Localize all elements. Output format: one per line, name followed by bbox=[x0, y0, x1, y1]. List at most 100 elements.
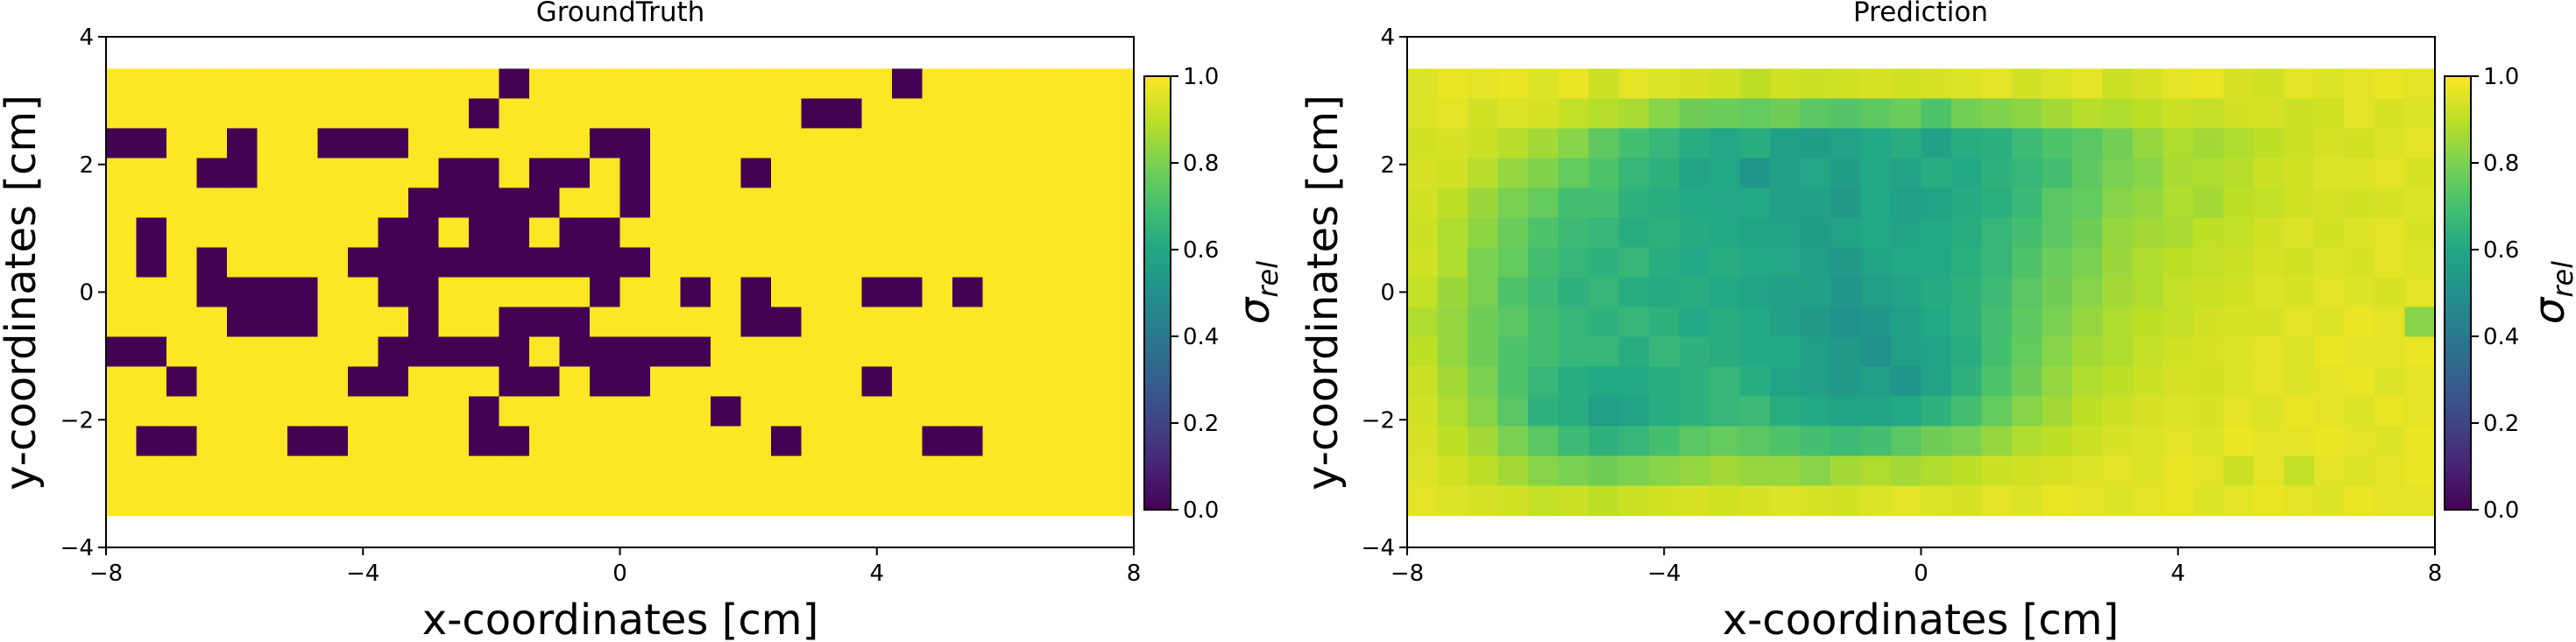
heatmap-cell bbox=[2254, 68, 2285, 100]
heatmap-cell bbox=[2283, 128, 2315, 159]
y-tick-label: −4 bbox=[1362, 535, 1395, 561]
heatmap-cell bbox=[861, 158, 893, 189]
heatmap-cell bbox=[1921, 396, 1952, 427]
x-tick-label: 8 bbox=[2428, 561, 2443, 587]
heatmap-cell bbox=[892, 128, 924, 159]
heatmap-cell bbox=[1437, 426, 1468, 457]
heatmap-cell bbox=[650, 247, 682, 279]
heatmap-cell bbox=[2102, 217, 2134, 249]
heatmap-cell bbox=[106, 128, 138, 159]
heatmap-cell bbox=[952, 366, 984, 398]
heatmap-cell bbox=[2162, 158, 2194, 189]
heatmap-cell bbox=[2193, 247, 2225, 279]
heatmap-cell bbox=[2314, 396, 2346, 427]
heatmap-cell bbox=[2042, 307, 2073, 338]
heatmap-cell bbox=[438, 426, 470, 457]
heatmap-cell bbox=[499, 277, 530, 308]
heatmap-cell bbox=[166, 128, 198, 159]
heatmap-cell bbox=[196, 247, 228, 279]
heatmap-cell bbox=[408, 247, 440, 279]
heatmap-cell bbox=[2283, 187, 2315, 219]
heatmap-cell bbox=[2102, 277, 2134, 308]
heatmap-cell bbox=[590, 485, 621, 517]
heatmap-cell bbox=[227, 426, 258, 457]
heatmap-cell bbox=[529, 455, 561, 487]
heatmap-cell bbox=[1013, 396, 1044, 427]
heatmap-cell bbox=[650, 68, 682, 100]
heatmap-cell bbox=[1981, 247, 2013, 279]
heatmap-cell bbox=[529, 336, 561, 368]
heatmap-cell bbox=[2162, 98, 2194, 130]
heatmap-cell bbox=[1468, 68, 1499, 100]
heatmap-cell bbox=[1860, 485, 1892, 517]
heatmap-cell bbox=[711, 485, 742, 517]
heatmap-cell bbox=[2072, 336, 2104, 368]
heatmap-cell bbox=[861, 336, 893, 368]
heatmap-cell bbox=[1497, 485, 1529, 517]
heatmap-cell bbox=[1589, 455, 1620, 487]
heatmap-cell bbox=[1709, 485, 1741, 517]
heatmap-cell bbox=[469, 336, 500, 368]
heatmap-cell bbox=[1679, 455, 1710, 487]
heatmap-cell bbox=[619, 396, 651, 427]
heatmap-cell bbox=[348, 187, 379, 219]
heatmap-cell bbox=[1981, 128, 2013, 159]
heatmap-cell bbox=[136, 187, 167, 219]
heatmap-cell bbox=[2012, 366, 2043, 398]
heatmap-cell bbox=[1437, 366, 1468, 398]
heatmap-cell bbox=[1770, 455, 1801, 487]
heatmap-cell bbox=[1891, 426, 1922, 457]
heatmap-cell bbox=[1891, 128, 1922, 159]
heatmap-cell bbox=[1739, 187, 1771, 219]
heatmap-cell bbox=[1951, 485, 1983, 517]
heatmap-cell bbox=[1589, 68, 1620, 100]
heatmap-cell bbox=[1830, 366, 1862, 398]
heatmap-cell bbox=[1407, 247, 1439, 279]
heatmap-cell bbox=[1860, 336, 1892, 368]
heatmap-cell bbox=[2404, 187, 2436, 219]
heatmap-cell bbox=[438, 247, 470, 279]
heatmap-cell bbox=[227, 277, 258, 308]
heatmap-cell bbox=[1043, 128, 1074, 159]
heatmap-cell bbox=[801, 307, 832, 338]
heatmap-cell bbox=[2344, 307, 2375, 338]
heatmap-cell bbox=[408, 187, 440, 219]
heatmap-cell bbox=[257, 485, 288, 517]
heatmap-cell bbox=[650, 366, 682, 398]
heatmap-cell bbox=[1437, 396, 1468, 427]
heatmap-cell bbox=[2012, 455, 2043, 487]
heatmap-cell bbox=[2254, 366, 2285, 398]
heatmap-cell bbox=[711, 455, 742, 487]
heatmap-cell bbox=[348, 217, 379, 249]
heatmap-cell bbox=[1951, 426, 1983, 457]
heatmap-cell bbox=[2404, 426, 2436, 457]
heatmap-cell bbox=[619, 307, 651, 338]
heatmap-cell bbox=[438, 98, 470, 130]
heatmap-cell bbox=[2314, 128, 2346, 159]
heatmap-cell bbox=[711, 217, 742, 249]
heatmap-cell bbox=[2193, 98, 2225, 130]
heatmap-cell bbox=[1921, 247, 1952, 279]
heatmap-cell bbox=[378, 217, 409, 249]
heatmap-cell bbox=[2012, 277, 2043, 308]
colorbar-ticks: 1.0 0.8 0.6 0.4 0.2 0.0 bbox=[1171, 64, 1219, 524]
heatmap-cell bbox=[2223, 277, 2254, 308]
heatmap-cell bbox=[499, 128, 530, 159]
heatmap-cell bbox=[1679, 187, 1710, 219]
heatmap-cell bbox=[1013, 187, 1044, 219]
heatmap-cell bbox=[740, 68, 772, 100]
heatmap-cell bbox=[590, 217, 621, 249]
heatmap-cell bbox=[408, 128, 440, 159]
heatmap-cell bbox=[2042, 277, 2073, 308]
heatmap-cell bbox=[892, 366, 924, 398]
heatmap-cell bbox=[1981, 68, 2013, 100]
heatmap-cell bbox=[317, 187, 349, 219]
heatmap-cell bbox=[287, 247, 319, 279]
heatmap-cell bbox=[1437, 485, 1468, 517]
heatmap-cell bbox=[408, 336, 440, 368]
heatmap-cell bbox=[559, 158, 591, 189]
heatmap-cell bbox=[1558, 98, 1589, 130]
heatmap-cell bbox=[2344, 98, 2375, 130]
heatmap-cell bbox=[1437, 187, 1468, 219]
heatmap-cell bbox=[1739, 396, 1771, 427]
